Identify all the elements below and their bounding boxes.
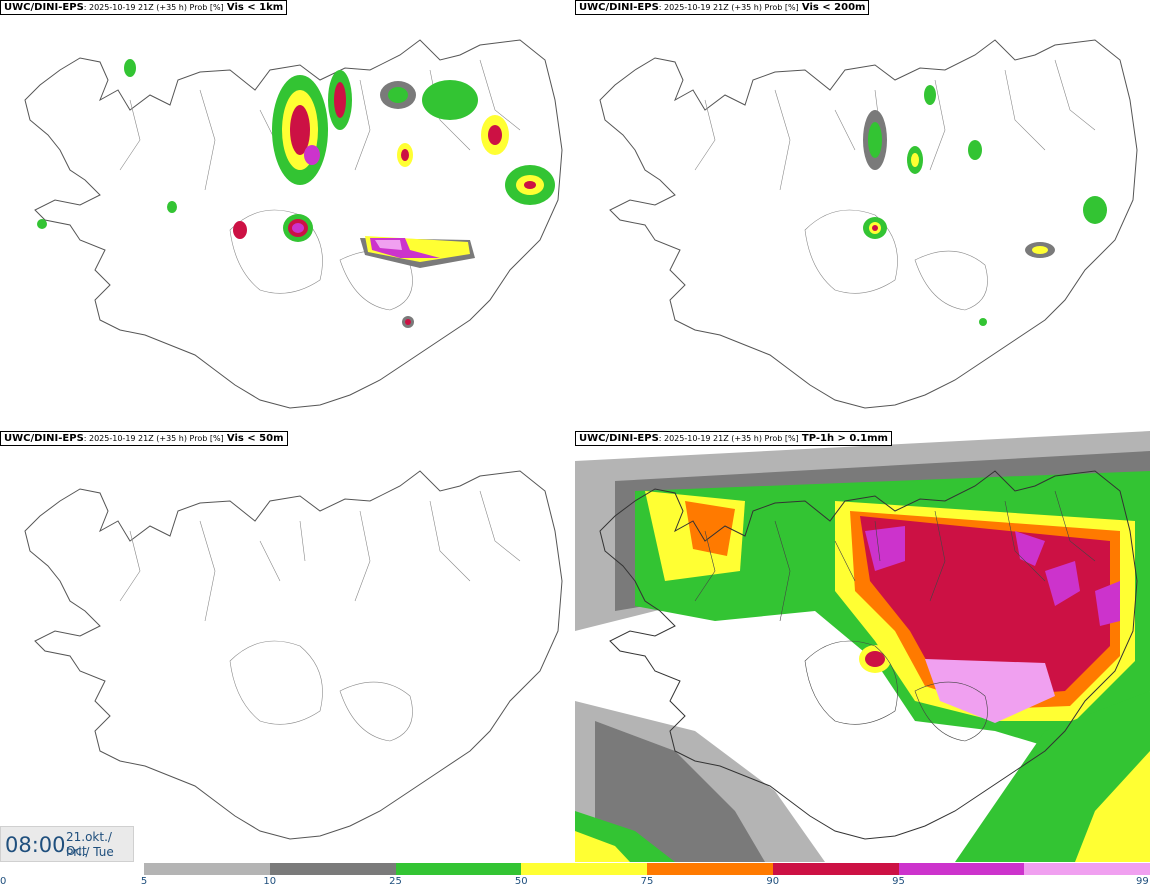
- colorbar-tick-label: 75: [640, 876, 654, 887]
- colorbar-tick-label: 90: [766, 876, 780, 887]
- panel-title: UWC/DINI-EPS: 2025-10-19 21Z (+35 h) Pro…: [0, 431, 288, 446]
- valid-time-box: 08:00 21.okt./ Oct Þri./ Tue: [0, 826, 134, 862]
- iceland-map: [24, 470, 563, 840]
- map-panel-vis-50m: UWC/DINI-EPS: 2025-10-19 21Z (+35 h) Pro…: [0, 431, 575, 862]
- colorbar-tick-label: 95: [892, 876, 905, 887]
- colorbar-segment: [269, 863, 396, 875]
- iceland-map: [24, 39, 563, 409]
- colorbar-segment: [395, 863, 522, 875]
- valid-date: 21.okt./ Oct: [66, 830, 112, 858]
- colorbar-segment: [647, 863, 773, 875]
- iceland-map: [575, 431, 1150, 862]
- colorbar-tick-label: 50: [514, 876, 528, 887]
- map-panel-tp-1h: UWC/DINI-EPS: 2025-10-19 21Z (+35 h) Pro…: [575, 431, 1150, 862]
- panel-title: UWC/DINI-EPS: 2025-10-19 21Z (+35 h) Pro…: [0, 0, 288, 15]
- colorbar-tick-label: 25: [389, 876, 402, 887]
- panel-title: UWC/DINI-EPS: 2025-10-19 21Z (+35 h) Pro…: [575, 431, 892, 446]
- colorbar-tick-label: 10: [263, 876, 277, 887]
- colorbar-segment: [1024, 863, 1150, 875]
- panel-title: UWC/DINI-EPS: 2025-10-19 21Z (+35 h) Pro…: [575, 0, 870, 15]
- colorbar-tick-label: 5: [140, 876, 148, 887]
- valid-weekday: Þri./ Tue: [66, 845, 114, 859]
- map-panel-vis-200m: UWC/DINI-EPS: 2025-10-19 21Z (+35 h) Pro…: [575, 0, 1150, 431]
- colorbar-ticks: 0 5 10 25 50 75 90 95 99: [0, 876, 1150, 890]
- probability-contours: [863, 85, 1107, 326]
- colorbar-tick-label: 0: [0, 876, 7, 887]
- colorbar: [144, 863, 1150, 875]
- colorbar-tick-label: 99: [1136, 876, 1149, 887]
- colorbar-segment: [144, 863, 270, 875]
- valid-time: 08:00: [5, 833, 66, 857]
- iceland-map: [599, 39, 1138, 409]
- colorbar-segment: [772, 863, 899, 875]
- probability-contours: [37, 59, 555, 328]
- map-panel-vis-1km: UWC/DINI-EPS: 2025-10-19 21Z (+35 h) Pro…: [0, 0, 575, 431]
- colorbar-segment: [521, 863, 647, 875]
- colorbar-segment: [898, 863, 1025, 875]
